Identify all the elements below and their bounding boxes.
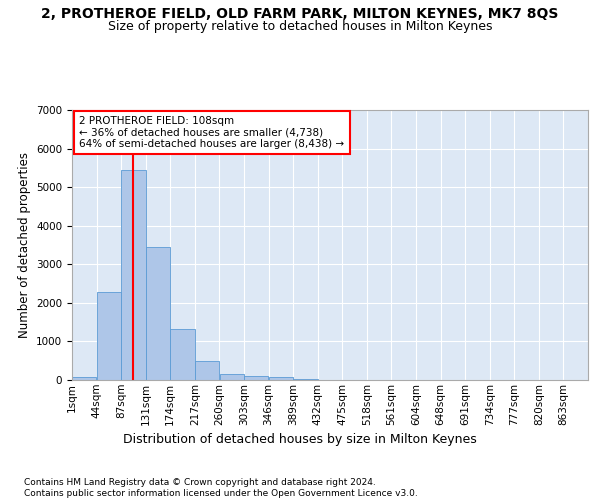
Bar (244, 376, 268, 380)
Bar (146, 247, 170, 380)
Text: 2, PROTHEROE FIELD, OLD FARM PARK, MILTON KEYNES, MK7 8QS: 2, PROTHEROE FIELD, OLD FARM PARK, MILTO… (41, 8, 559, 22)
Y-axis label: Number of detached properties: Number of detached properties (17, 152, 31, 338)
Bar (195, 362, 220, 380)
Text: 2 PROTHEROE FIELD: 108sqm
← 36% of detached houses are smaller (4,738)
64% of se: 2 PROTHEROE FIELD: 108sqm ← 36% of detac… (79, 116, 344, 149)
Bar (97, 292, 121, 380)
Bar (293, 378, 317, 380)
Bar (121, 170, 146, 380)
Bar (72, 377, 97, 380)
Bar (269, 378, 293, 380)
Bar (220, 374, 244, 380)
Text: Distribution of detached houses by size in Milton Keynes: Distribution of detached houses by size … (123, 432, 477, 446)
Text: Contains HM Land Registry data © Crown copyright and database right 2024.
Contai: Contains HM Land Registry data © Crown c… (24, 478, 418, 498)
Bar (170, 329, 195, 380)
Text: Size of property relative to detached houses in Milton Keynes: Size of property relative to detached ho… (108, 20, 492, 33)
